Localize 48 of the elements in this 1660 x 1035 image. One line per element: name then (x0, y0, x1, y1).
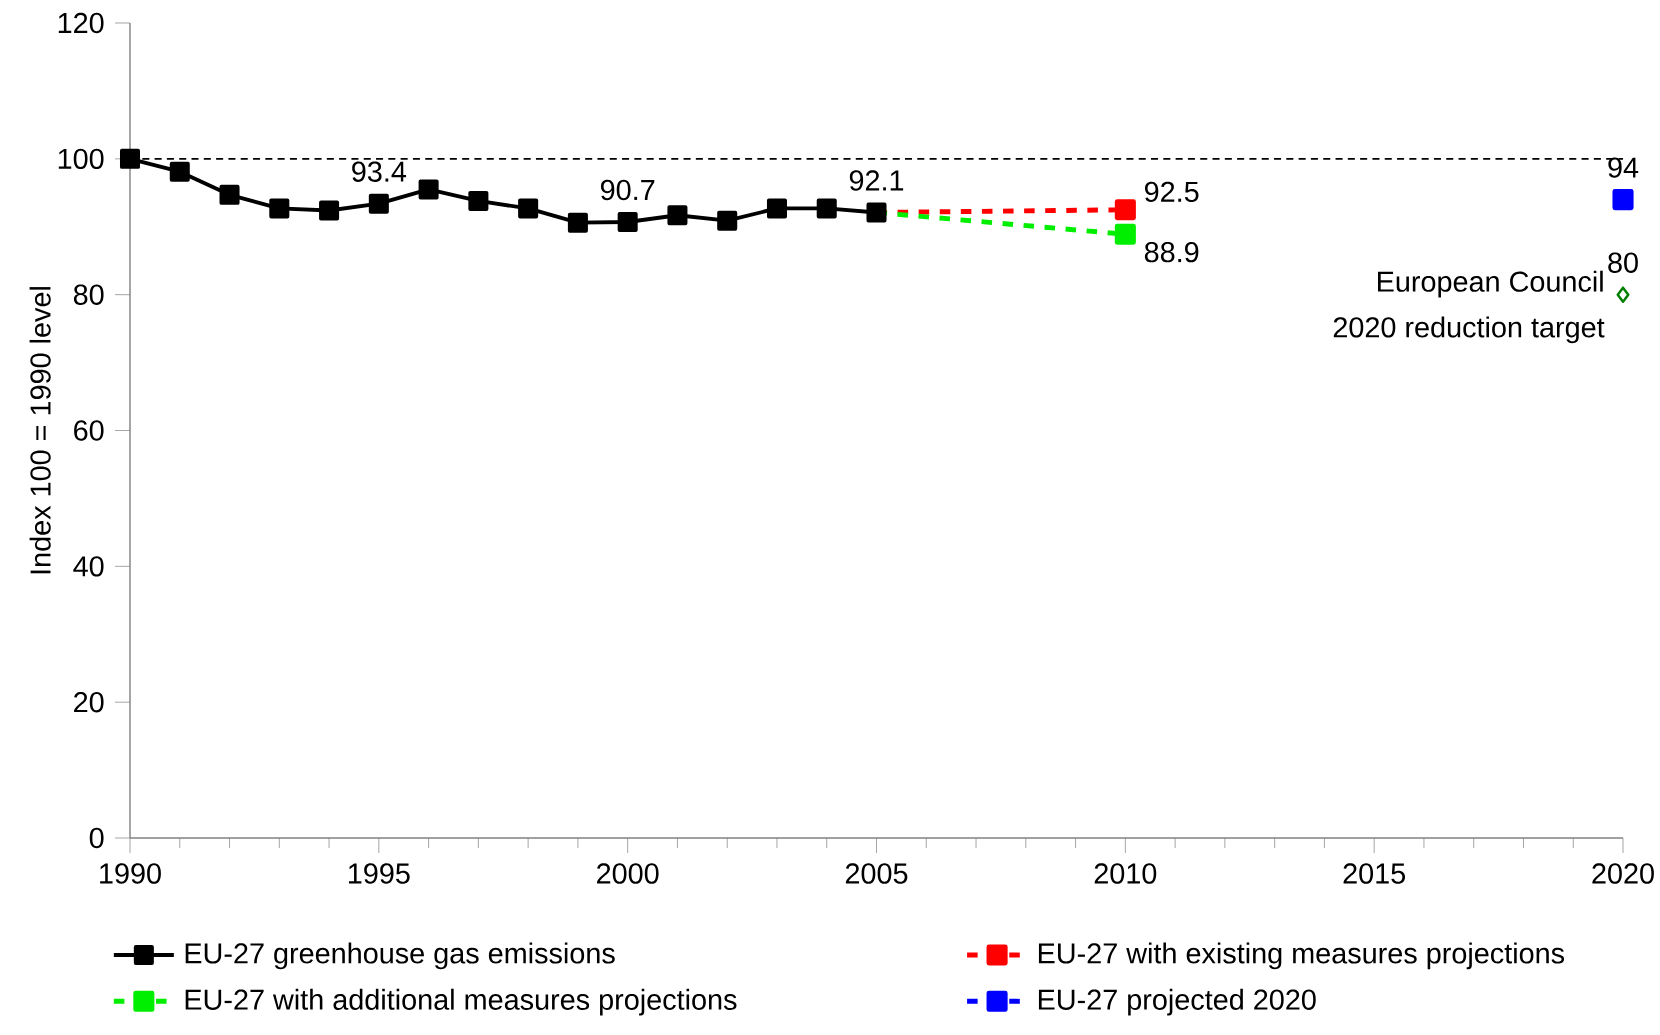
x-tick-label: 2000 (597, 863, 659, 884)
x-tick-label: 2015 (1343, 863, 1406, 884)
point (866, 202, 887, 223)
y-tick-label: 80 (73, 284, 104, 305)
y-tick-label: 0 (89, 827, 104, 849)
point (169, 161, 190, 182)
data-label: 80 (1608, 252, 1638, 273)
legend-label: EU-27 with additional measures projections (185, 988, 737, 1016)
y-axis-title: Index 100 = 1990 level (29, 287, 51, 574)
point (518, 198, 539, 219)
point (368, 193, 389, 214)
y-tick-label: 40 (73, 556, 104, 577)
y-tick-label: 100 (58, 148, 104, 170)
point (1616, 286, 1630, 303)
point (1612, 189, 1634, 211)
annotation: European Council (1378, 270, 1603, 298)
point (269, 198, 290, 219)
legend-label: EU-27 projected 2020 (1038, 988, 1316, 1016)
point (1114, 223, 1136, 245)
x-tick-label: 1995 (348, 863, 410, 884)
point (567, 212, 588, 233)
point (766, 198, 787, 219)
point (219, 184, 240, 205)
point (667, 205, 688, 226)
x-tick-label: 2005 (845, 863, 908, 884)
y-tick-label: 20 (74, 691, 104, 713)
point (319, 200, 340, 221)
legend-label: EU-27 greenhouse gas emissions (185, 942, 615, 970)
point (816, 198, 837, 219)
y-tick-label: 60 (74, 420, 104, 441)
x-tick-label: 2020 (1592, 863, 1654, 884)
data-label: 92.5 (1145, 181, 1199, 203)
y-tick-label: 120 (58, 12, 104, 34)
legend-label: EU-27 with existing measures projections (1038, 942, 1565, 970)
data-label: 93.4 (352, 161, 407, 182)
data-label: 94 (1608, 157, 1639, 178)
point (717, 210, 738, 231)
data-label: 88.9 (1144, 241, 1199, 263)
point (119, 148, 141, 169)
point (418, 179, 439, 200)
data-label: 90.7 (601, 179, 655, 201)
point (1114, 199, 1136, 221)
point (468, 190, 489, 211)
data-label: 92.1 (849, 170, 904, 191)
annotation: 2020 reduction target (1333, 316, 1605, 344)
x-tick-label: 2010 (1094, 863, 1157, 884)
point (617, 211, 638, 233)
x-tick-label: 1990 (100, 863, 161, 884)
